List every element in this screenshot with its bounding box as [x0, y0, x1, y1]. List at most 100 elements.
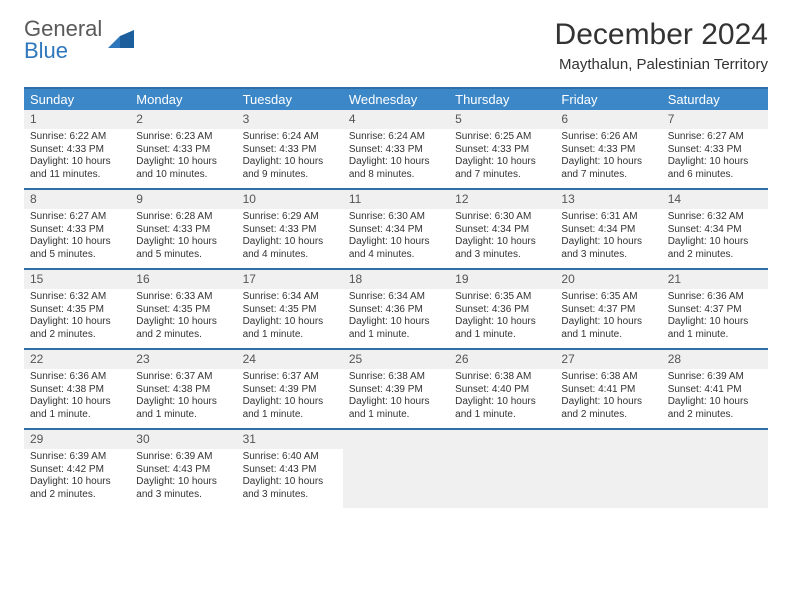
- page-title: December 2024: [555, 18, 768, 52]
- daylight-text: Daylight: 10 hours and 6 minutes.: [668, 156, 762, 181]
- sunrise-text: Sunrise: 6:34 AM: [243, 291, 337, 304]
- day-cell-empty: [449, 430, 555, 508]
- day-number: 30: [130, 430, 236, 449]
- sunrise-text: Sunrise: 6:24 AM: [349, 131, 443, 144]
- day-number: 28: [662, 350, 768, 369]
- logo: General Blue: [24, 18, 136, 62]
- day-body: Sunrise: 6:32 AMSunset: 4:35 PMDaylight:…: [24, 289, 130, 345]
- sunset-text: Sunset: 4:34 PM: [455, 224, 549, 237]
- sunset-text: Sunset: 4:33 PM: [243, 224, 337, 237]
- day-label: Tuesday: [237, 89, 343, 110]
- sunset-text: Sunset: 4:37 PM: [668, 304, 762, 317]
- sunrise-text: Sunrise: 6:28 AM: [136, 211, 230, 224]
- day-cell: 26Sunrise: 6:38 AMSunset: 4:40 PMDayligh…: [449, 350, 555, 428]
- sunset-text: Sunset: 4:43 PM: [243, 464, 337, 477]
- day-cell: 28Sunrise: 6:39 AMSunset: 4:41 PMDayligh…: [662, 350, 768, 428]
- sunrise-text: Sunrise: 6:35 AM: [455, 291, 549, 304]
- daylight-text: Daylight: 10 hours and 2 minutes.: [668, 396, 762, 421]
- day-body: Sunrise: 6:34 AMSunset: 4:35 PMDaylight:…: [237, 289, 343, 345]
- day-cell: 4Sunrise: 6:24 AMSunset: 4:33 PMDaylight…: [343, 110, 449, 188]
- daylight-text: Daylight: 10 hours and 1 minute.: [668, 316, 762, 341]
- day-body: Sunrise: 6:35 AMSunset: 4:36 PMDaylight:…: [449, 289, 555, 345]
- day-body: Sunrise: 6:36 AMSunset: 4:37 PMDaylight:…: [662, 289, 768, 345]
- sunrise-text: Sunrise: 6:24 AM: [243, 131, 337, 144]
- day-body: Sunrise: 6:28 AMSunset: 4:33 PMDaylight:…: [130, 209, 236, 265]
- day-body: Sunrise: 6:22 AMSunset: 4:33 PMDaylight:…: [24, 129, 130, 185]
- day-number: 12: [449, 190, 555, 209]
- day-body: Sunrise: 6:27 AMSunset: 4:33 PMDaylight:…: [24, 209, 130, 265]
- day-label: Wednesday: [343, 89, 449, 110]
- day-cell: 29Sunrise: 6:39 AMSunset: 4:42 PMDayligh…: [24, 430, 130, 508]
- sunrise-text: Sunrise: 6:26 AM: [561, 131, 655, 144]
- day-cell: 25Sunrise: 6:38 AMSunset: 4:39 PMDayligh…: [343, 350, 449, 428]
- sunset-text: Sunset: 4:33 PM: [349, 144, 443, 157]
- sunrise-text: Sunrise: 6:29 AM: [243, 211, 337, 224]
- day-number: 2: [130, 110, 236, 129]
- daylight-text: Daylight: 10 hours and 1 minute.: [561, 316, 655, 341]
- header: General Blue December 2024 Maythalun, Pa…: [24, 18, 768, 73]
- day-number: 16: [130, 270, 236, 289]
- sunrise-text: Sunrise: 6:37 AM: [243, 371, 337, 384]
- sunset-text: Sunset: 4:34 PM: [668, 224, 762, 237]
- day-number: 18: [343, 270, 449, 289]
- day-body: Sunrise: 6:37 AMSunset: 4:38 PMDaylight:…: [130, 369, 236, 425]
- sunrise-text: Sunrise: 6:37 AM: [136, 371, 230, 384]
- daylight-text: Daylight: 10 hours and 3 minutes.: [455, 236, 549, 261]
- day-body: Sunrise: 6:39 AMSunset: 4:41 PMDaylight:…: [662, 369, 768, 425]
- day-cell: 20Sunrise: 6:35 AMSunset: 4:37 PMDayligh…: [555, 270, 661, 348]
- day-body: Sunrise: 6:32 AMSunset: 4:34 PMDaylight:…: [662, 209, 768, 265]
- daylight-text: Daylight: 10 hours and 9 minutes.: [243, 156, 337, 181]
- sunset-text: Sunset: 4:37 PM: [561, 304, 655, 317]
- day-body: Sunrise: 6:38 AMSunset: 4:41 PMDaylight:…: [555, 369, 661, 425]
- daylight-text: Daylight: 10 hours and 1 minute.: [243, 396, 337, 421]
- sunset-text: Sunset: 4:34 PM: [561, 224, 655, 237]
- weeks-container: 1Sunrise: 6:22 AMSunset: 4:33 PMDaylight…: [24, 110, 768, 508]
- sunrise-text: Sunrise: 6:39 AM: [30, 451, 124, 464]
- daylight-text: Daylight: 10 hours and 4 minutes.: [243, 236, 337, 261]
- sunrise-text: Sunrise: 6:39 AM: [668, 371, 762, 384]
- sunset-text: Sunset: 4:33 PM: [668, 144, 762, 157]
- daylight-text: Daylight: 10 hours and 2 minutes.: [30, 476, 124, 501]
- day-cell: 27Sunrise: 6:38 AMSunset: 4:41 PMDayligh…: [555, 350, 661, 428]
- sunrise-text: Sunrise: 6:35 AM: [561, 291, 655, 304]
- day-body: Sunrise: 6:25 AMSunset: 4:33 PMDaylight:…: [449, 129, 555, 185]
- sunrise-text: Sunrise: 6:32 AM: [30, 291, 124, 304]
- sunset-text: Sunset: 4:33 PM: [136, 144, 230, 157]
- day-header-row: Sunday Monday Tuesday Wednesday Thursday…: [24, 87, 768, 110]
- day-number: 23: [130, 350, 236, 369]
- day-body: Sunrise: 6:35 AMSunset: 4:37 PMDaylight:…: [555, 289, 661, 345]
- title-block: December 2024 Maythalun, Palestinian Ter…: [555, 18, 768, 73]
- sunrise-text: Sunrise: 6:36 AM: [30, 371, 124, 384]
- sunset-text: Sunset: 4:33 PM: [455, 144, 549, 157]
- sunrise-text: Sunrise: 6:40 AM: [243, 451, 337, 464]
- day-body: Sunrise: 6:33 AMSunset: 4:35 PMDaylight:…: [130, 289, 236, 345]
- sunset-text: Sunset: 4:33 PM: [561, 144, 655, 157]
- day-cell-empty: [555, 430, 661, 508]
- day-cell: 3Sunrise: 6:24 AMSunset: 4:33 PMDaylight…: [237, 110, 343, 188]
- sunrise-text: Sunrise: 6:39 AM: [136, 451, 230, 464]
- day-cell-empty: [662, 430, 768, 508]
- sunset-text: Sunset: 4:43 PM: [136, 464, 230, 477]
- day-number: 26: [449, 350, 555, 369]
- day-cell: 1Sunrise: 6:22 AMSunset: 4:33 PMDaylight…: [24, 110, 130, 188]
- logo-line2: Blue: [24, 40, 102, 62]
- sunset-text: Sunset: 4:34 PM: [349, 224, 443, 237]
- day-number: 1: [24, 110, 130, 129]
- day-body: Sunrise: 6:34 AMSunset: 4:36 PMDaylight:…: [343, 289, 449, 345]
- daylight-text: Daylight: 10 hours and 3 minutes.: [243, 476, 337, 501]
- daylight-text: Daylight: 10 hours and 7 minutes.: [561, 156, 655, 181]
- sunrise-text: Sunrise: 6:34 AM: [349, 291, 443, 304]
- day-number: 10: [237, 190, 343, 209]
- sunset-text: Sunset: 4:35 PM: [243, 304, 337, 317]
- day-cell: 17Sunrise: 6:34 AMSunset: 4:35 PMDayligh…: [237, 270, 343, 348]
- day-number: 4: [343, 110, 449, 129]
- daylight-text: Daylight: 10 hours and 2 minutes.: [30, 316, 124, 341]
- week-row: 1Sunrise: 6:22 AMSunset: 4:33 PMDaylight…: [24, 110, 768, 190]
- sunset-text: Sunset: 4:33 PM: [30, 144, 124, 157]
- sunset-text: Sunset: 4:36 PM: [455, 304, 549, 317]
- day-number: 3: [237, 110, 343, 129]
- sunrise-text: Sunrise: 6:38 AM: [349, 371, 443, 384]
- daylight-text: Daylight: 10 hours and 1 minute.: [349, 396, 443, 421]
- day-body: Sunrise: 6:26 AMSunset: 4:33 PMDaylight:…: [555, 129, 661, 185]
- sunrise-text: Sunrise: 6:31 AM: [561, 211, 655, 224]
